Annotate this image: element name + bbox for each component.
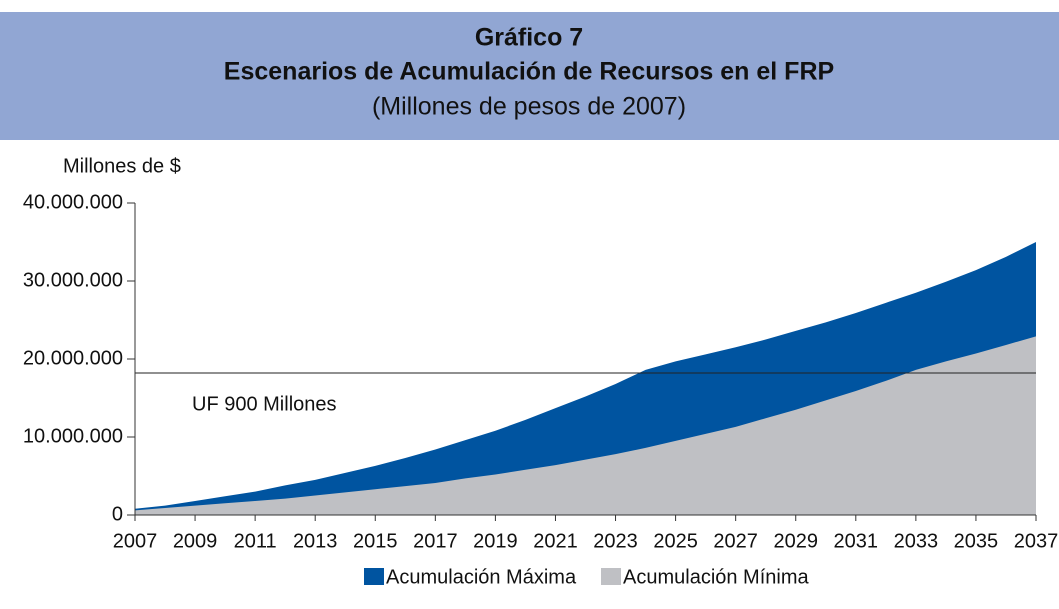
- reference-label: UF 900 Millones: [192, 393, 337, 415]
- x-tick-label: 2025: [653, 530, 698, 552]
- x-tick-label: 2031: [834, 530, 879, 552]
- x-tick-label: 2013: [293, 530, 338, 552]
- y-axis-label: Millones de $: [63, 155, 181, 177]
- y-tick-label: 20.000.000: [23, 347, 123, 369]
- x-tick-label: 2027: [713, 530, 758, 552]
- x-tick-label: 2015: [353, 530, 398, 552]
- x-tick-label: 2011: [234, 530, 277, 552]
- chart-subtitle: Escenarios de Acumulación de Recursos en…: [224, 58, 834, 86]
- x-tick-label: 2029: [773, 530, 818, 552]
- chart-subtitle-units: (Millones de pesos de 2007): [372, 93, 686, 121]
- x-tick-label: 2019: [473, 530, 518, 552]
- chart-title: Gráfico 7: [475, 24, 583, 52]
- x-tick-label: 2037: [1014, 530, 1059, 552]
- y-tick-label: 10.000.000: [23, 425, 123, 447]
- legend-label: Acumulación Máxima: [386, 566, 577, 588]
- header-band: [0, 12, 1059, 140]
- x-tick-label: 2035: [954, 530, 999, 552]
- legend-swatch: [601, 568, 621, 585]
- y-tick-label: 30.000.000: [23, 269, 123, 291]
- y-tick-label: 40.000.000: [23, 191, 123, 213]
- x-tick-label: 2023: [593, 530, 638, 552]
- x-tick-label: 2033: [894, 530, 939, 552]
- legend-label: Acumulación Mínima: [623, 566, 810, 588]
- x-tick-label: 2021: [533, 530, 578, 552]
- x-tick-label: 2009: [173, 530, 218, 552]
- x-tick-label: 2017: [413, 530, 458, 552]
- area: [135, 336, 1036, 515]
- x-tick-label: 2007: [113, 530, 158, 552]
- legend-swatch: [364, 568, 384, 585]
- y-tick-label: 0: [112, 503, 123, 525]
